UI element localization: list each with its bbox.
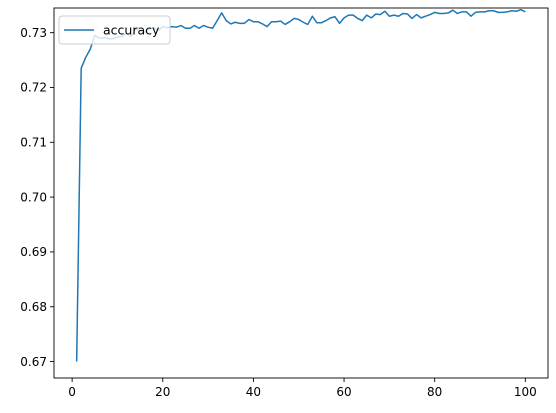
plot-area xyxy=(53,7,549,379)
y-axis: 0.67 0.68 0.69 0.70 0.71 0.72 0.73 xyxy=(20,26,54,369)
x-tick-label: 0 xyxy=(68,385,76,399)
x-axis: 0 20 40 60 80 100 xyxy=(68,378,537,399)
accuracy-series-line xyxy=(75,8,526,362)
x-tick-label: 100 xyxy=(514,385,537,399)
legend-box xyxy=(58,15,171,45)
y-tick-label: 0.71 xyxy=(20,135,47,149)
y-tick-label: 0.69 xyxy=(20,245,47,259)
x-tick-label: 80 xyxy=(427,385,442,399)
legend: accuracy xyxy=(58,15,171,45)
legend-label-accuracy: accuracy xyxy=(103,23,160,38)
axes-frame xyxy=(53,7,549,379)
x-tick-label: 20 xyxy=(155,385,170,399)
y-tick-label: 0.70 xyxy=(20,190,47,204)
y-tick-label: 0.72 xyxy=(20,81,47,95)
x-tick-label: 40 xyxy=(246,385,261,399)
y-tick-label: 0.67 xyxy=(20,355,47,369)
x-tick-label: 60 xyxy=(336,385,351,399)
y-tick-label: 0.73 xyxy=(20,26,47,40)
y-tick-label: 0.68 xyxy=(20,300,47,314)
